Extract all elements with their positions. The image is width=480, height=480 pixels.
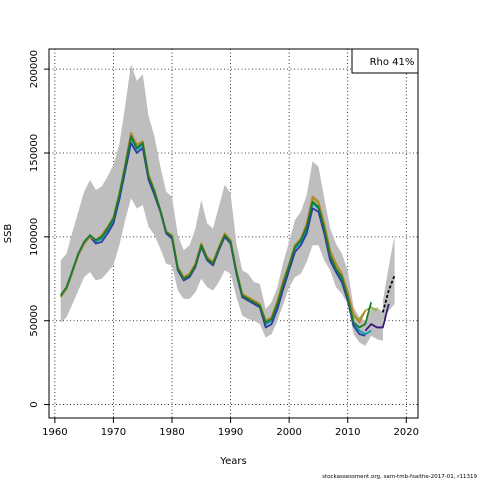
x-tick-label: 2010	[335, 427, 360, 438]
legend-label: Rho 41%	[370, 57, 415, 68]
series-line-2	[60, 142, 366, 337]
confidence-band	[60, 64, 395, 346]
y-axis-title: SSB	[3, 224, 14, 244]
x-axis-title: Years	[219, 456, 246, 467]
y-tick-label: 200000	[29, 50, 40, 88]
y-tick-label: 50000	[29, 305, 40, 337]
legend: Rho 41%	[351, 48, 419, 74]
series-line-6	[364, 303, 390, 332]
y-tick-label: 150000	[29, 134, 40, 172]
series-lines	[59, 131, 396, 337]
plot-frame	[48, 48, 419, 419]
legend-box	[351, 48, 419, 74]
y-axis: 0 50000 100000 150000 200000	[29, 50, 49, 408]
y-tick-label: 0	[29, 401, 40, 407]
projection-dashed-line	[381, 275, 396, 313]
y-tick-label: 100000	[29, 218, 40, 256]
projection-band-area	[382, 235, 395, 321]
x-axis: 1960 1970 1980 1990 2000 2010 2020	[42, 418, 419, 438]
x-tick-label: 1970	[101, 427, 126, 438]
x-tick-label: 1980	[159, 427, 184, 438]
x-tick-label: 1990	[218, 427, 243, 438]
confidence-band-area	[60, 64, 383, 346]
series-line-5	[59, 135, 373, 329]
x-tick-label: 2020	[394, 427, 419, 438]
x-tick-label: 2000	[276, 427, 301, 438]
x-tick-label: 1960	[42, 427, 67, 438]
footer-credit: stockassessment.org, sam-tmb-fsaithe-201…	[322, 474, 477, 480]
